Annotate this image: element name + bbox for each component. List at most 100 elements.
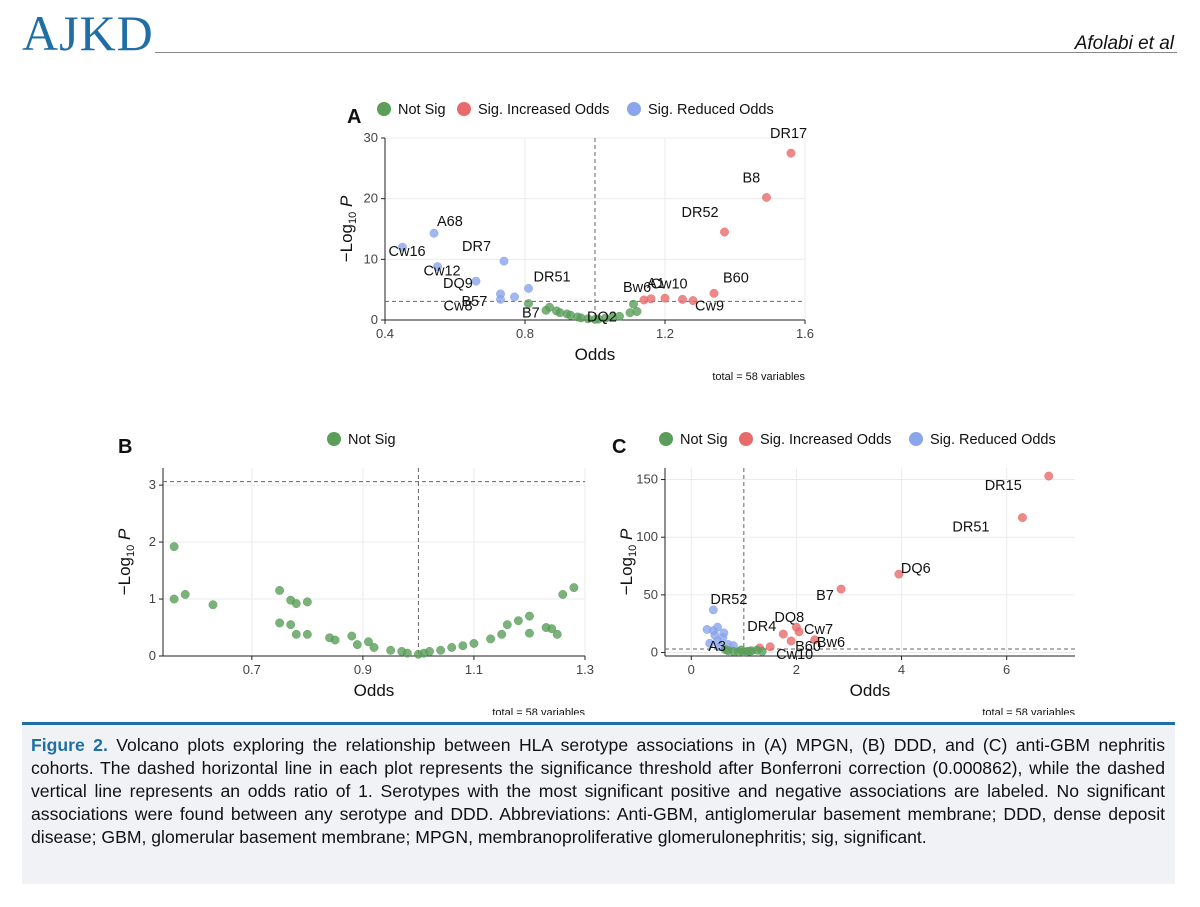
panel-b-data-point [425,646,434,656]
panel-b-data-point [208,600,218,610]
panel-c-data-point [720,645,730,655]
panel-c-data-point [836,584,846,594]
panel-c-point-label: Bw6 [817,635,845,651]
panel-a-point-label: Cw12 [424,264,461,280]
panel-a-x-tick-label: 0.8 [516,326,534,341]
panel-a-legend-key [457,102,471,116]
panel-c-x-tick-label: 0 [688,662,695,677]
panel-a-point-label: DQ2 [587,310,617,326]
panel-b-data-point [275,618,285,628]
panel-c-point-label: DR15 [985,478,1022,494]
panel-a-point-label: Cw10 [651,276,688,292]
panel-a-y-tick-label: 10 [364,251,378,266]
panel-a-point-label: DR7 [462,239,491,255]
panel-b-data-point [169,594,179,604]
panel-c-data-point [778,629,788,639]
panel-b-y-tick-label: 3 [149,477,156,492]
panel-a-y-tick-label: 0 [371,312,378,327]
panel-a-point-label: A1 [647,276,665,292]
panel-b-data-point [552,629,562,639]
panel-a-data-point [545,302,554,312]
panel-c-point-label: A3 [708,639,726,655]
panel-a-data-point [720,227,729,237]
panel-a-data-point [510,292,519,302]
panel-b-data-point [547,624,557,634]
panel-b-data-point [330,635,340,645]
panel-a-point-label: B60 [723,270,749,286]
panel-b-data-point [513,616,523,626]
panel-c-legend-key [909,432,923,446]
panel-c-data-point [765,642,775,652]
panel-a-data-point [660,293,670,303]
panel-c-legend-key [659,432,673,446]
panel-c-x-axis-label: Odds [850,681,891,700]
panel-c-point-label: Cw10 [776,647,813,663]
panel-c-point-label: DQ6 [901,561,931,577]
panel-b-data-point [369,643,379,652]
panel-c-legend-key [739,432,753,446]
panel-a-data-point [496,294,505,304]
panel-a-data-point [629,299,638,309]
panel-b-data-point [275,586,285,595]
panel-a-point-label: Bw6 [623,280,651,296]
panel-a-point-label: Cw9 [695,299,724,315]
panel-a-data-point [433,262,442,272]
panel-c-y-tick-label: 150 [636,472,658,487]
journal-logo: AJKD [22,5,154,61]
panel-a-data-point [786,148,796,158]
panel-a-legend-label: Not Sig [398,102,446,118]
panel-a-data-point [471,276,481,286]
volcano-plot-a: A Not Sig Sig. Increased Odds Sig. Reduced … [337,102,814,383]
panel-a-legend-label: Sig. Reduced Odds [648,102,774,118]
panel-a-point-label: B57 [462,294,488,310]
panel-b-data-point [502,620,512,630]
panel-c-y-axis-label: −Log10 P [617,528,639,595]
panel-b-data-point [302,597,312,607]
panel-b-total-variables: total = 58 variables [492,707,585,715]
panel-b-data-point [291,629,301,639]
panel-c-data-point [810,635,820,645]
panel-b-legend-label: Not Sig [348,432,396,448]
panel-b-letter: B [118,436,132,458]
panel-a-x-tick-label: 1.6 [796,326,814,341]
caption-text: Volcano plots exploring the relationship… [31,735,1165,847]
panel-a-data-point [688,296,698,306]
panel-c-legend-label: Not Sig [680,432,728,448]
panel-b-data-point [302,629,312,639]
panel-c-point-label: DR52 [710,592,747,608]
panel-b-data-point [363,637,373,647]
panel-b-data-point [352,640,362,650]
panel-a-data-point [524,299,533,309]
panel-b-data-point [469,639,479,648]
panel-a-data-point [499,256,509,266]
author-running-head: Afolabi et al [1074,33,1174,54]
panel-c-x-tick-label: 4 [898,662,905,677]
panel-c-point-label: B60 [795,639,821,655]
panel-b-y-tick-label: 2 [149,534,156,549]
panel-c-point-label: DQ8 [774,610,804,626]
panel-a-x-tick-label: 1.2 [656,326,674,341]
panel-c-letter: C [612,436,626,458]
panel-c-data-point [894,569,904,579]
panel-a-y-tick-label: 20 [364,191,378,206]
panel-a-point-label: DR17 [770,126,807,142]
panel-a-data-point [709,288,719,298]
panel-a-x-axis-label: Odds [575,345,616,364]
panel-b-data-point [291,599,301,609]
panel-b-legend-key [327,432,341,446]
panel-a-point-label: Cw8 [444,298,473,314]
panel-c-data-point [786,636,796,646]
panel-a-total-variables: total = 58 variables [712,371,805,383]
panel-c-y-tick-label: 0 [651,645,658,660]
panel-a-point-label: DR52 [682,205,719,221]
panel-b-data-point [486,634,496,644]
panel-a-data-point [615,311,624,321]
panel-b-data-point [180,590,190,599]
caption-label: Figure 2. [31,735,108,755]
panel-b-y-axis-label: −Log10 P [115,528,137,595]
panel-a-legend-label: Sig. Increased Odds [478,102,609,118]
panel-b-x-tick-label: 1.1 [465,662,483,677]
panel-a-x-tick-label: 0.4 [376,326,394,341]
panel-c-point-label: DR51 [952,520,989,536]
panel-a-point-label: Cw16 [389,244,426,260]
